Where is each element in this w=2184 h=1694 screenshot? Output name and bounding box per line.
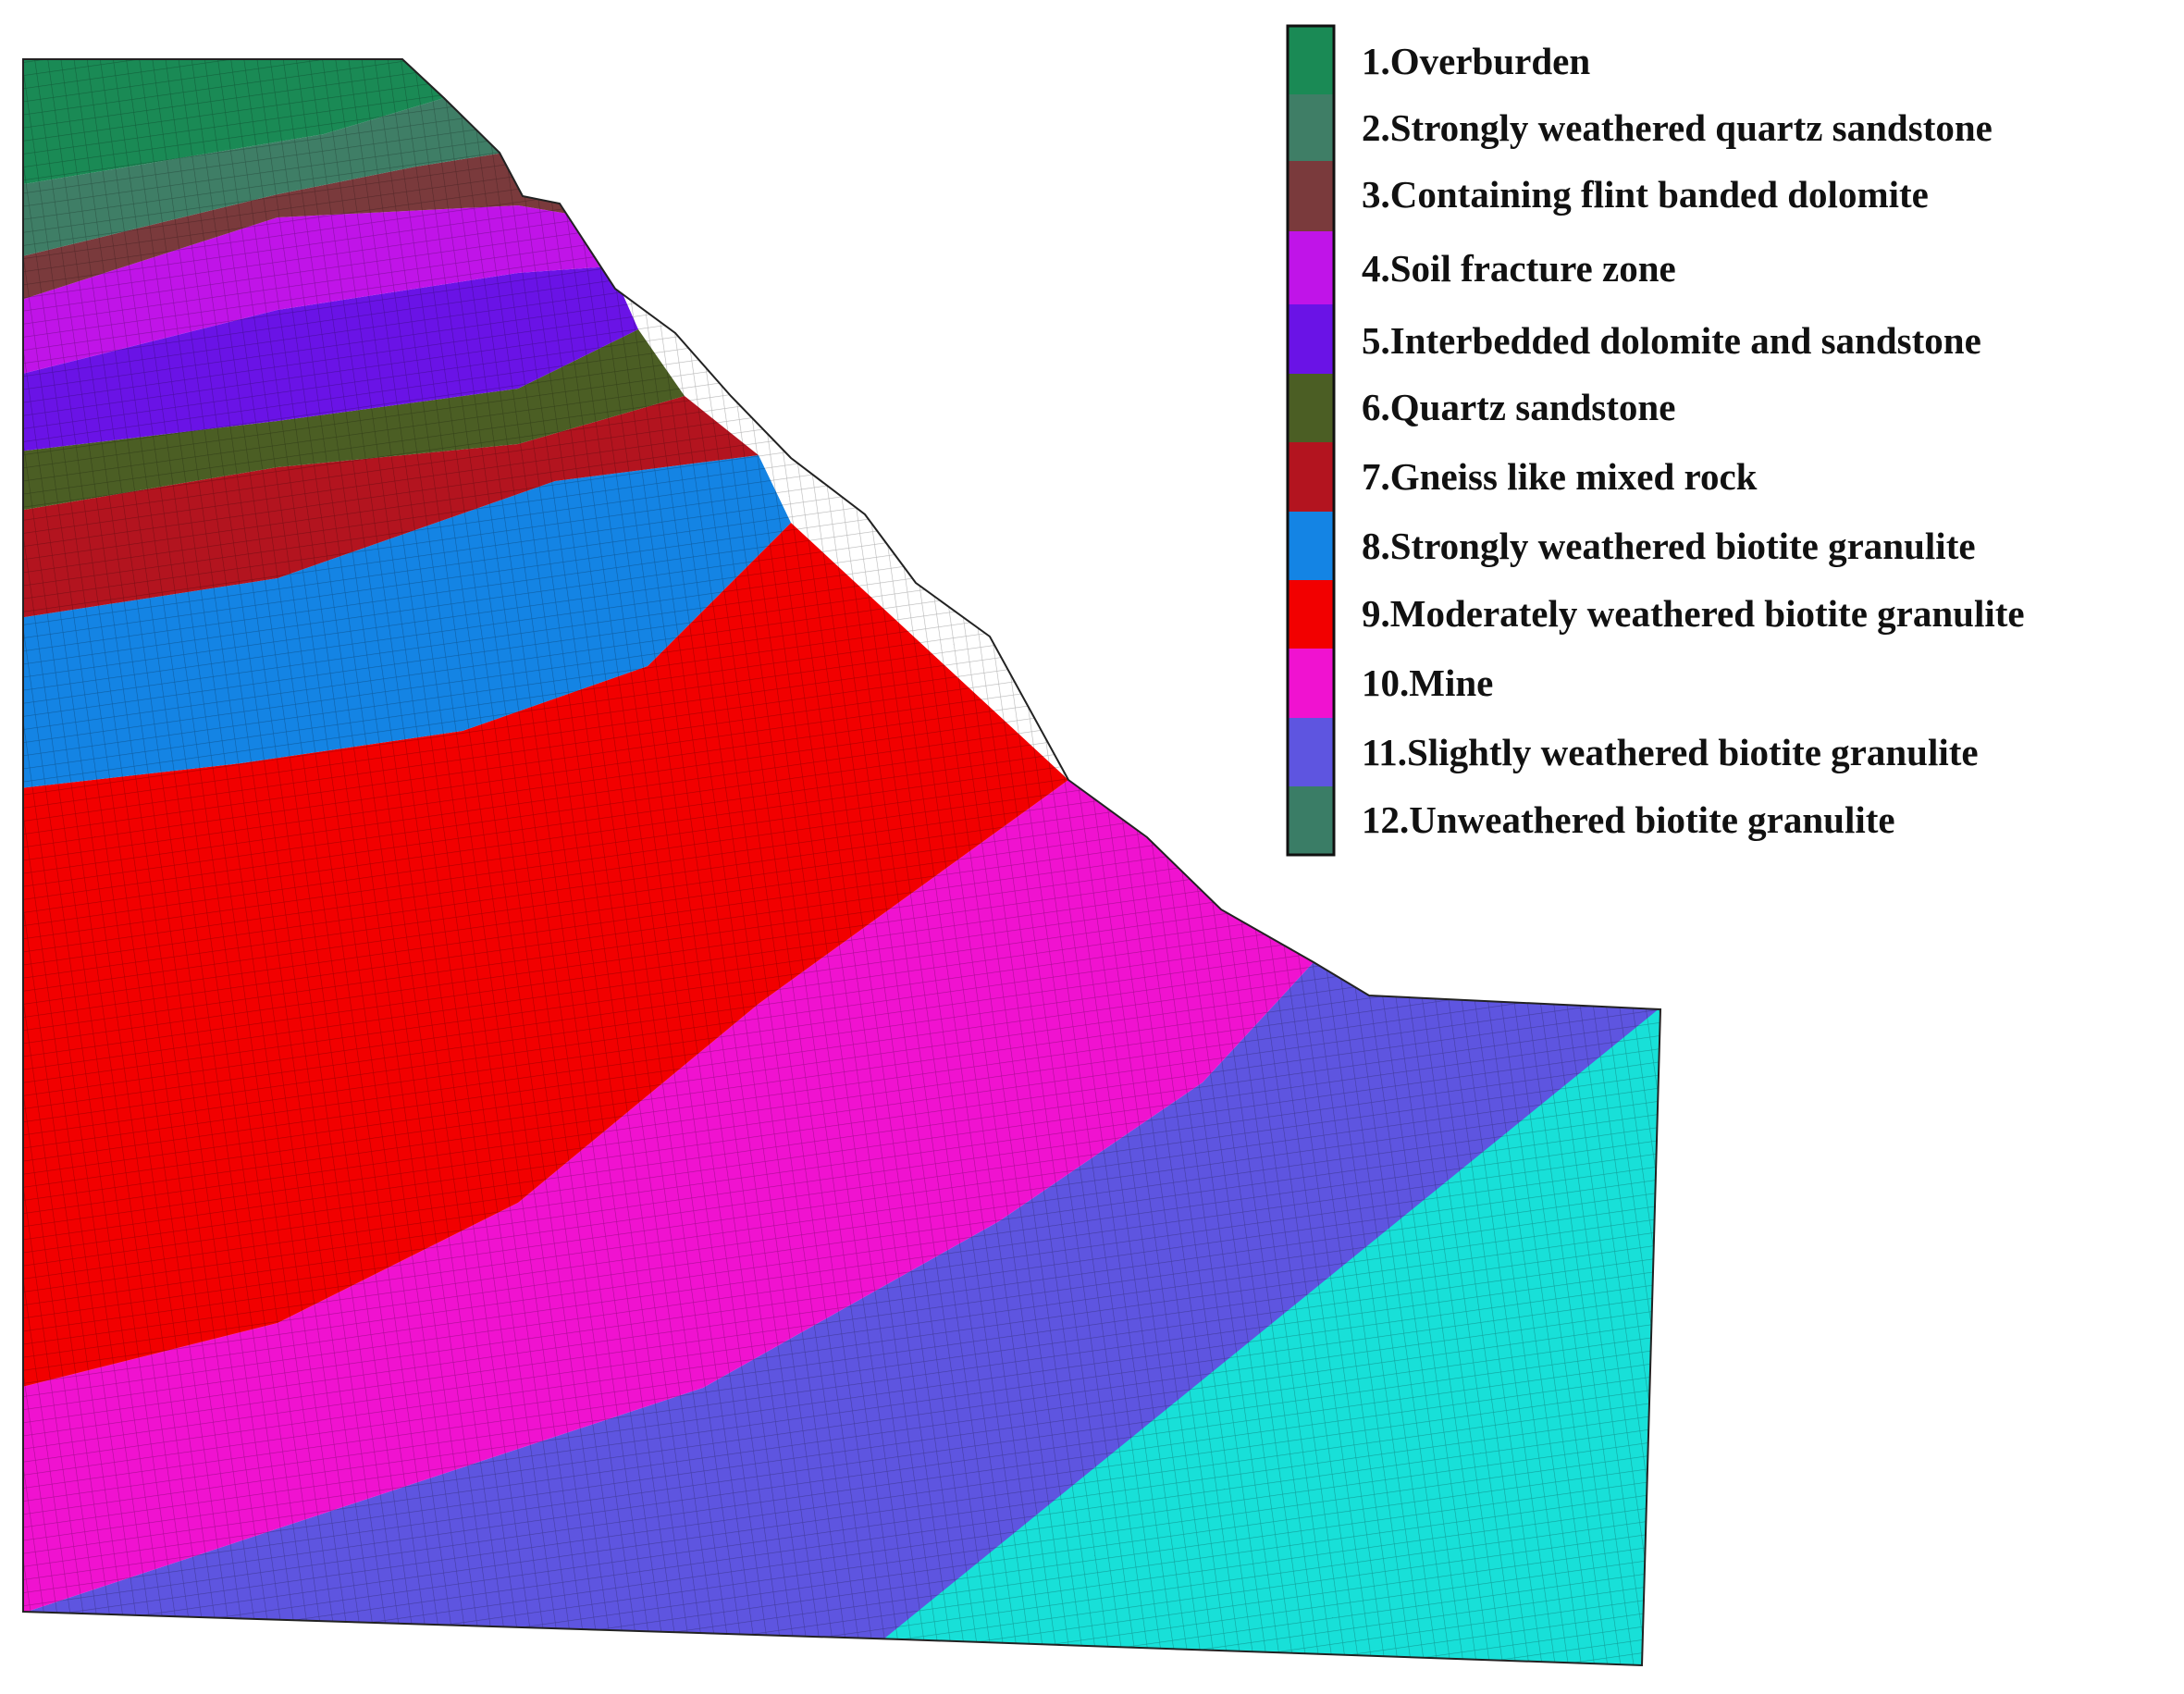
legend-swatch — [1288, 786, 1334, 855]
legend-swatch — [1288, 161, 1334, 231]
legend-label: 12.Unweathered biotite granulite — [1362, 798, 1895, 841]
legend-frame — [1286, 24, 1336, 857]
legend-swatch — [1288, 580, 1334, 649]
legend-swatch — [1288, 374, 1334, 442]
legend-label: 10.Mine — [1362, 662, 1493, 704]
legend-swatch — [1288, 649, 1334, 718]
legend-label: 8.Strongly weathered biotite granulite — [1362, 525, 1976, 567]
legend-label: 4.Soil fracture zone — [1362, 247, 1676, 290]
legend-label: 7.Gneiss like mixed rock — [1362, 455, 1758, 498]
legend-label: 9.Moderately weathered biotite granulite — [1362, 592, 2025, 635]
legend: 1.Overburden 2.Strongly weathered quartz … — [1286, 24, 2025, 857]
legend-swatch — [1288, 718, 1334, 786]
legend-label: 11.Slightly weathered biotite granulite — [1362, 731, 1979, 773]
legend-swatch — [1288, 442, 1334, 512]
legend-swatch — [1288, 231, 1334, 304]
legend-label: 1.Overburden — [1362, 40, 1590, 82]
legend-label: 6.Quartz sandstone — [1362, 386, 1675, 428]
legend-swatch — [1288, 94, 1334, 161]
legend-swatch — [1288, 26, 1334, 94]
model-outline — [22, 58, 1662, 1667]
legend-label: 2.Strongly weathered quartz sandstone — [1362, 106, 1993, 149]
legend-label: 5.Interbedded dolomite and sandstone — [1362, 319, 1981, 362]
legend-swatch — [1288, 512, 1334, 580]
legend-label: 3.Containing flint banded dolomite — [1362, 173, 1929, 216]
legend-swatch — [1288, 304, 1334, 374]
